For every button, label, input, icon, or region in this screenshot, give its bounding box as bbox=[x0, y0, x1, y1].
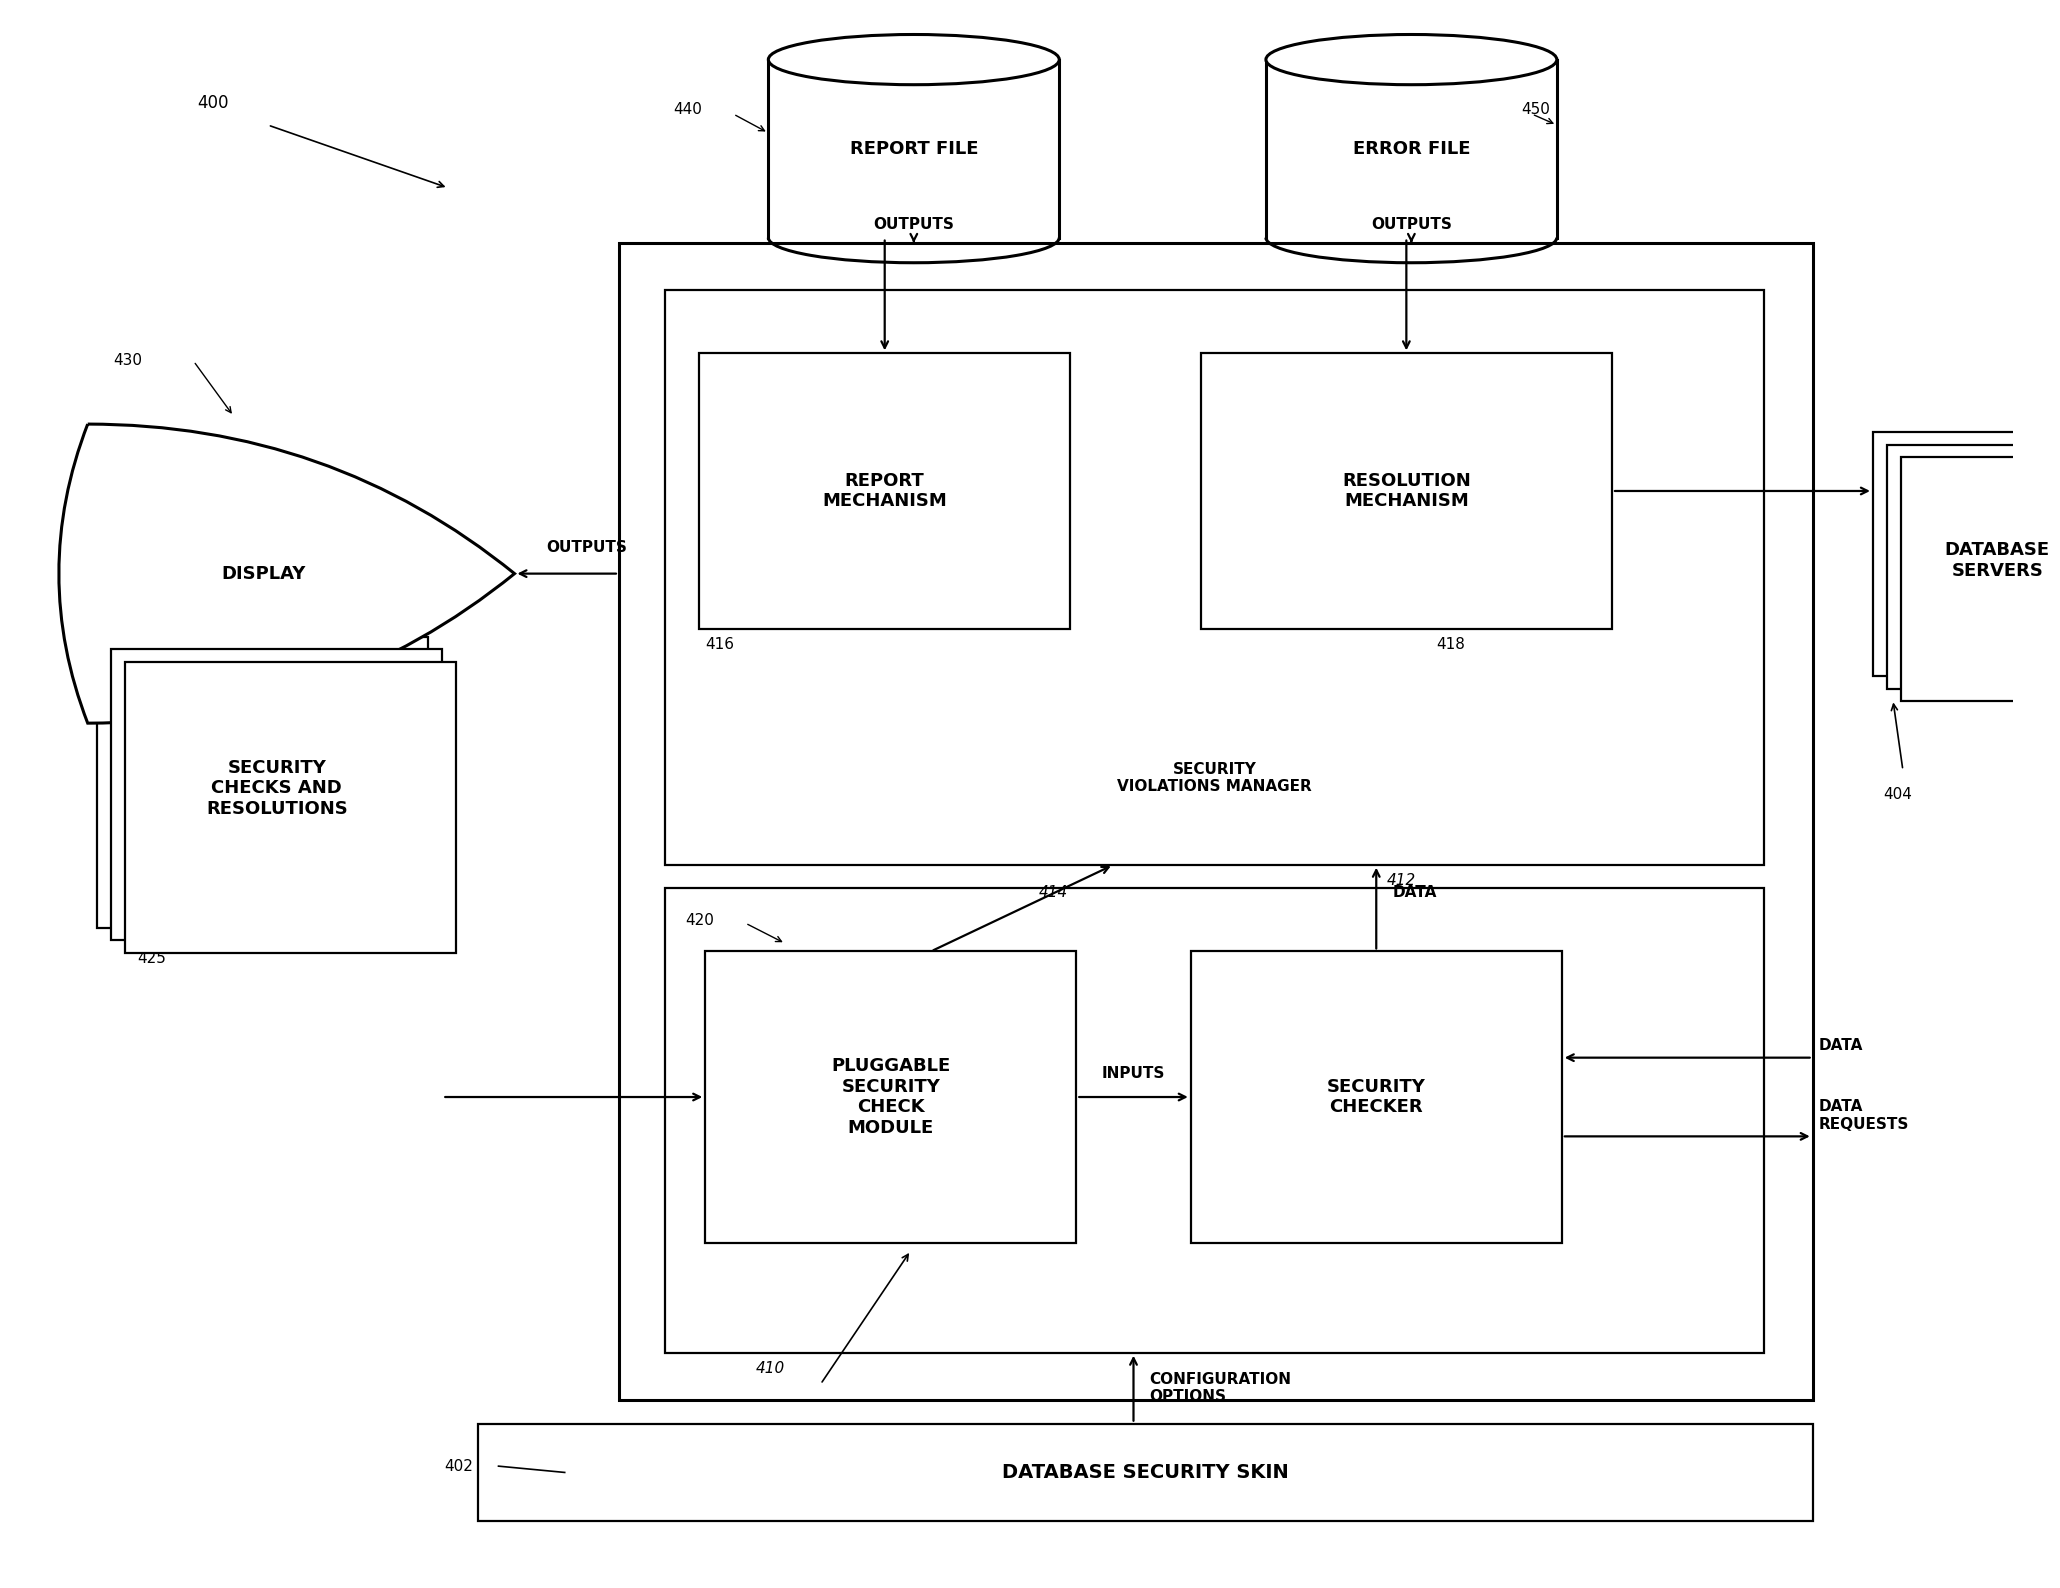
Bar bbox=[1901, 457, 2060, 702]
Text: PLUGGABLE
SECURITY
CHECK
MODULE: PLUGGABLE SECURITY CHECK MODULE bbox=[830, 1058, 950, 1137]
Text: 450: 450 bbox=[1522, 102, 1551, 118]
Text: 420: 420 bbox=[686, 913, 715, 927]
Bar bbox=[1887, 445, 2060, 689]
Text: 414: 414 bbox=[1038, 885, 1067, 900]
Bar bbox=[618, 243, 1813, 1401]
Text: 404: 404 bbox=[1883, 786, 1912, 802]
Bar bbox=[478, 1424, 1813, 1521]
Text: DATA: DATA bbox=[1819, 1039, 1862, 1053]
Bar bbox=[698, 353, 1071, 629]
Text: DATABASE SECURITY SKIN: DATABASE SECURITY SKIN bbox=[1001, 1463, 1290, 1482]
Bar bbox=[126, 662, 457, 953]
Text: 412: 412 bbox=[1386, 873, 1415, 888]
Ellipse shape bbox=[1267, 35, 1557, 84]
Bar bbox=[1873, 432, 2060, 676]
PathPatch shape bbox=[60, 424, 515, 723]
Text: OUTPUTS: OUTPUTS bbox=[873, 218, 954, 232]
Text: 440: 440 bbox=[674, 102, 702, 118]
Text: DATABASE
SERVERS: DATABASE SERVERS bbox=[1945, 542, 2050, 580]
Text: OUTPUTS: OUTPUTS bbox=[546, 540, 626, 554]
Ellipse shape bbox=[1267, 35, 1557, 84]
Text: CONFIGURATION
OPTIONS: CONFIGURATION OPTIONS bbox=[1149, 1372, 1292, 1404]
Text: REPORT
MECHANISM: REPORT MECHANISM bbox=[822, 472, 948, 510]
Ellipse shape bbox=[768, 35, 1059, 84]
Bar bbox=[97, 637, 428, 927]
Text: SECURITY
CHECKS AND
RESOLUTIONS: SECURITY CHECKS AND RESOLUTIONS bbox=[206, 759, 348, 818]
Text: 402: 402 bbox=[445, 1459, 474, 1474]
Bar bbox=[111, 649, 443, 940]
Text: RESOLUTION
MECHANISM: RESOLUTION MECHANISM bbox=[1341, 472, 1471, 510]
Bar bbox=[1201, 353, 1613, 629]
Text: 416: 416 bbox=[705, 637, 733, 651]
Text: 410: 410 bbox=[756, 1361, 785, 1377]
Text: OUTPUTS: OUTPUTS bbox=[1372, 218, 1452, 232]
Text: ERROR FILE: ERROR FILE bbox=[1353, 140, 1471, 157]
Bar bbox=[665, 291, 1765, 865]
Text: INPUTS: INPUTS bbox=[1102, 1066, 1166, 1081]
Text: DATA
REQUESTS: DATA REQUESTS bbox=[1819, 1099, 1910, 1132]
Text: 425: 425 bbox=[138, 951, 167, 967]
Text: REPORT FILE: REPORT FILE bbox=[849, 140, 978, 157]
Bar bbox=[1191, 951, 1561, 1243]
Text: 418: 418 bbox=[1436, 637, 1465, 651]
Ellipse shape bbox=[768, 35, 1059, 84]
Text: SECURITY
VIOLATIONS MANAGER: SECURITY VIOLATIONS MANAGER bbox=[1117, 762, 1312, 794]
Text: DATA: DATA bbox=[1393, 885, 1436, 900]
Text: 400: 400 bbox=[198, 94, 229, 111]
Bar bbox=[705, 951, 1075, 1243]
Bar bbox=[665, 888, 1765, 1353]
Text: DISPLAY: DISPLAY bbox=[222, 565, 307, 583]
Text: 430: 430 bbox=[113, 353, 142, 368]
Text: SECURITY
CHECKER: SECURITY CHECKER bbox=[1327, 1078, 1426, 1116]
